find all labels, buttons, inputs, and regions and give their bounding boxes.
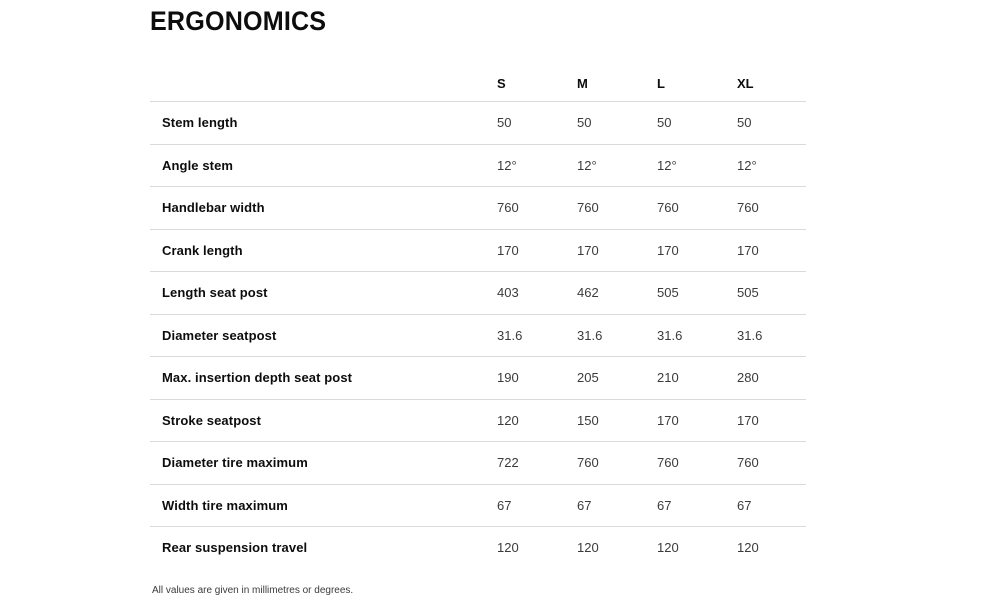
cell-value: 50 <box>657 115 672 131</box>
cell-value: 12° <box>737 157 757 173</box>
row-label: Stroke seatpost <box>162 412 262 428</box>
cell-value: 12° <box>497 157 517 173</box>
cell-value: 760 <box>657 200 679 216</box>
table-row: Stem length 50 50 50 50 <box>150 102 806 145</box>
cell-value: 150 <box>577 412 599 428</box>
row-label: Diameter tire maximum <box>162 455 308 471</box>
cell-value: 403 <box>497 285 519 301</box>
cell-value: 31.6 <box>497 327 523 343</box>
cell-value: 120 <box>497 540 519 556</box>
cell-value: 120 <box>737 540 759 556</box>
table-row: Diameter tire maximum 722 760 760 760 <box>150 442 806 485</box>
cell-value: 205 <box>577 370 599 386</box>
cell-value: 31.6 <box>737 327 763 343</box>
row-label: Crank length <box>162 242 243 258</box>
table-row: Max. insertion depth seat post 190 205 210 2… <box>150 357 806 400</box>
cell-value: 67 <box>497 497 512 513</box>
cell-value: 170 <box>737 412 759 428</box>
row-label: Length seat post <box>162 285 268 301</box>
row-label: Rear suspension travel <box>162 540 308 556</box>
cell-value: 50 <box>497 115 512 131</box>
cell-value: 760 <box>737 200 759 216</box>
row-label: Width tire maximum <box>162 497 288 513</box>
cell-value: 170 <box>577 242 599 258</box>
cell-value: 760 <box>497 200 519 216</box>
column-header-xl: XL <box>737 76 754 91</box>
cell-value: 210 <box>657 370 679 386</box>
cell-value: 760 <box>577 200 599 216</box>
column-header-s: S <box>497 76 506 91</box>
section-title: ERGONOMICS <box>150 6 327 36</box>
cell-value: 760 <box>737 455 759 471</box>
cell-value: 170 <box>657 242 679 258</box>
cell-value: 170 <box>497 242 519 258</box>
cell-value: 190 <box>497 370 519 386</box>
cell-value: 67 <box>737 497 752 513</box>
row-label: Max. insertion depth seat post <box>162 370 353 386</box>
units-footnote: All values are given in millimetres or d… <box>152 584 354 596</box>
table-row: Length seat post 403 462 505 505 <box>150 272 806 315</box>
row-label: Handlebar width <box>162 200 265 216</box>
cell-value: 12° <box>657 157 677 173</box>
table-row: Stroke seatpost 120 150 170 170 <box>150 400 806 442</box>
ergonomics-section: ERGONOMICS S M L XL Stem length 50 50 50 50 A… <box>150 8 806 596</box>
cell-value: 67 <box>577 497 592 513</box>
cell-value: 505 <box>657 285 679 301</box>
cell-value: 760 <box>577 455 599 471</box>
column-header-l: L <box>657 76 665 91</box>
table-row: Rear suspension travel 120 120 120 120 <box>150 527 806 569</box>
table-row: Angle stem 12° 12° 12° 12° <box>150 145 806 187</box>
table-row: Crank length 170 170 170 170 <box>150 230 806 272</box>
cell-value: 170 <box>657 412 679 428</box>
table-row: Width tire maximum 67 67 67 67 <box>150 485 806 527</box>
row-label: Stem length <box>162 115 238 131</box>
cell-value: 462 <box>577 285 599 301</box>
cell-value: 760 <box>657 455 679 471</box>
table-body: Stem length 50 50 50 50 Angle stem 12° 12° 12° 12… <box>150 102 806 569</box>
table-header-row: S M L XL <box>150 66 806 102</box>
cell-value: 31.6 <box>577 327 603 343</box>
ergonomics-table: S M L XL Stem length 50 50 50 50 Angle stem 12… <box>150 66 806 569</box>
cell-value: 67 <box>657 497 672 513</box>
table-row: Diameter seatpost 31.6 31.6 31.6 31.6 <box>150 315 806 357</box>
cell-value: 722 <box>497 455 519 471</box>
cell-value: 50 <box>577 115 592 131</box>
cell-value: 120 <box>497 412 519 428</box>
cell-value: 120 <box>577 540 599 556</box>
cell-value: 31.6 <box>657 327 683 343</box>
cell-value: 280 <box>737 370 759 386</box>
cell-value: 170 <box>737 242 759 258</box>
cell-value: 50 <box>737 115 752 131</box>
table-row: Handlebar width 760 760 760 760 <box>150 187 806 230</box>
column-header-m: M <box>577 76 588 91</box>
row-label: Angle stem <box>162 157 234 173</box>
row-label: Diameter seatpost <box>162 327 277 343</box>
cell-value: 505 <box>737 285 759 301</box>
cell-value: 12° <box>577 157 597 173</box>
cell-value: 120 <box>657 540 679 556</box>
